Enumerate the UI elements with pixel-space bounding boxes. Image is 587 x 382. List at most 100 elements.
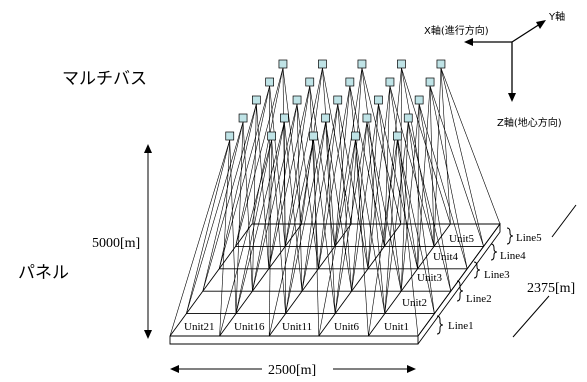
bus-node bbox=[393, 131, 402, 141]
line4-bracket bbox=[490, 243, 498, 261]
bus-node bbox=[309, 131, 318, 141]
wire-line bbox=[318, 85, 351, 269]
wire-line bbox=[269, 85, 286, 247]
wire-line bbox=[296, 103, 319, 269]
bus-node bbox=[436, 59, 446, 69]
z-axis-label: Z軸(地心方向) bbox=[497, 116, 562, 129]
unit-label-unit4: Unit4 bbox=[433, 251, 459, 263]
wire-line bbox=[202, 121, 244, 292]
bus-nodes bbox=[225, 59, 446, 141]
width-dimension bbox=[170, 365, 416, 373]
wire-line bbox=[440, 67, 484, 247]
bus-node bbox=[318, 59, 327, 69]
wire-line bbox=[242, 121, 253, 292]
wire-line bbox=[378, 103, 418, 269]
wire-line bbox=[433, 67, 442, 247]
wire-line bbox=[318, 139, 356, 337]
wire-line bbox=[322, 67, 352, 225]
wire-line bbox=[400, 103, 420, 292]
wire-line bbox=[334, 139, 356, 314]
grid-column-line bbox=[318, 223, 402, 337]
bus-node bbox=[321, 113, 330, 123]
bus-node bbox=[414, 95, 424, 105]
line-label-group: Line5 Line4 Line3 Line2 Line1 bbox=[436, 227, 542, 335]
wire-line bbox=[351, 121, 368, 292]
wire-line bbox=[268, 85, 270, 269]
wire-line bbox=[401, 67, 435, 247]
unit-label-unit1: Unit1 bbox=[384, 321, 409, 333]
line1-bracket bbox=[436, 315, 444, 335]
wire-line bbox=[313, 139, 336, 314]
wire-line bbox=[252, 103, 298, 292]
wire-line bbox=[389, 85, 435, 247]
wire-line bbox=[268, 85, 311, 269]
bus-node bbox=[345, 77, 355, 87]
panel-grid bbox=[169, 222, 501, 345]
grid-column-line bbox=[219, 223, 302, 337]
wire-line bbox=[251, 67, 284, 225]
unit-labels: Unit21 Unit16 Unit11 Unit6 Unit1 Unit5 U… bbox=[184, 233, 475, 333]
wire-line bbox=[322, 67, 336, 247]
wire-line bbox=[366, 121, 386, 314]
wire-line bbox=[407, 121, 452, 292]
x-axis-label: X軸(進行方向) bbox=[424, 24, 489, 37]
bus-node bbox=[362, 113, 372, 123]
wire-line bbox=[361, 67, 385, 247]
height-dimension bbox=[144, 144, 152, 339]
wire-line bbox=[301, 121, 326, 292]
wire-line bbox=[367, 103, 379, 269]
grid-column-line bbox=[268, 223, 352, 337]
wire-line bbox=[355, 139, 386, 314]
wire-line bbox=[256, 103, 270, 269]
wire-line bbox=[229, 139, 237, 314]
wire-line bbox=[268, 139, 272, 337]
wire-line bbox=[361, 67, 402, 225]
wire-line bbox=[219, 139, 272, 337]
unit-label-unit16: Unit16 bbox=[234, 321, 265, 333]
wire-line bbox=[337, 103, 352, 292]
wire-line bbox=[418, 103, 452, 292]
grid-column-line bbox=[169, 223, 253, 337]
line5-label: Line5 bbox=[516, 232, 542, 244]
height-label: 5000[m] bbox=[92, 236, 140, 251]
wire-line bbox=[235, 85, 270, 247]
grid-column-line bbox=[368, 223, 451, 337]
wire-line bbox=[351, 103, 379, 292]
wire-line bbox=[384, 121, 409, 314]
wire-line bbox=[282, 67, 302, 225]
line5-bracket bbox=[506, 227, 514, 245]
wire-line bbox=[334, 67, 363, 247]
wire-line bbox=[417, 85, 431, 269]
wire-line bbox=[169, 139, 231, 337]
wire-line bbox=[301, 103, 339, 292]
wire-line bbox=[282, 67, 286, 247]
wire-line bbox=[349, 85, 385, 247]
bus-node bbox=[267, 131, 276, 141]
line3-bracket bbox=[473, 261, 481, 279]
bus-node bbox=[292, 95, 302, 105]
bus-node bbox=[333, 95, 343, 105]
bus-node bbox=[397, 59, 406, 69]
wire-line bbox=[349, 85, 369, 269]
line1-label: Line1 bbox=[448, 320, 474, 332]
panel-label: パネル bbox=[18, 263, 69, 283]
unit-label-unit5: Unit5 bbox=[449, 233, 475, 245]
line3-label: Line3 bbox=[484, 269, 510, 281]
wire-line bbox=[313, 139, 320, 337]
wire-line bbox=[284, 121, 303, 292]
wire-line bbox=[252, 121, 285, 292]
bus-node bbox=[265, 77, 274, 87]
wire-line bbox=[417, 103, 420, 269]
bus-node bbox=[425, 77, 435, 87]
wire-line bbox=[400, 121, 409, 292]
wire-line bbox=[309, 85, 336, 247]
wire-line bbox=[309, 85, 319, 269]
wire-line bbox=[218, 103, 257, 269]
unit-label-unit6: Unit6 bbox=[334, 321, 360, 333]
multibus-label: マルチバス bbox=[62, 69, 147, 89]
wire-line bbox=[271, 139, 286, 314]
wire-line bbox=[378, 103, 402, 292]
line4-label: Line4 bbox=[500, 250, 526, 262]
bus-node bbox=[385, 77, 395, 87]
